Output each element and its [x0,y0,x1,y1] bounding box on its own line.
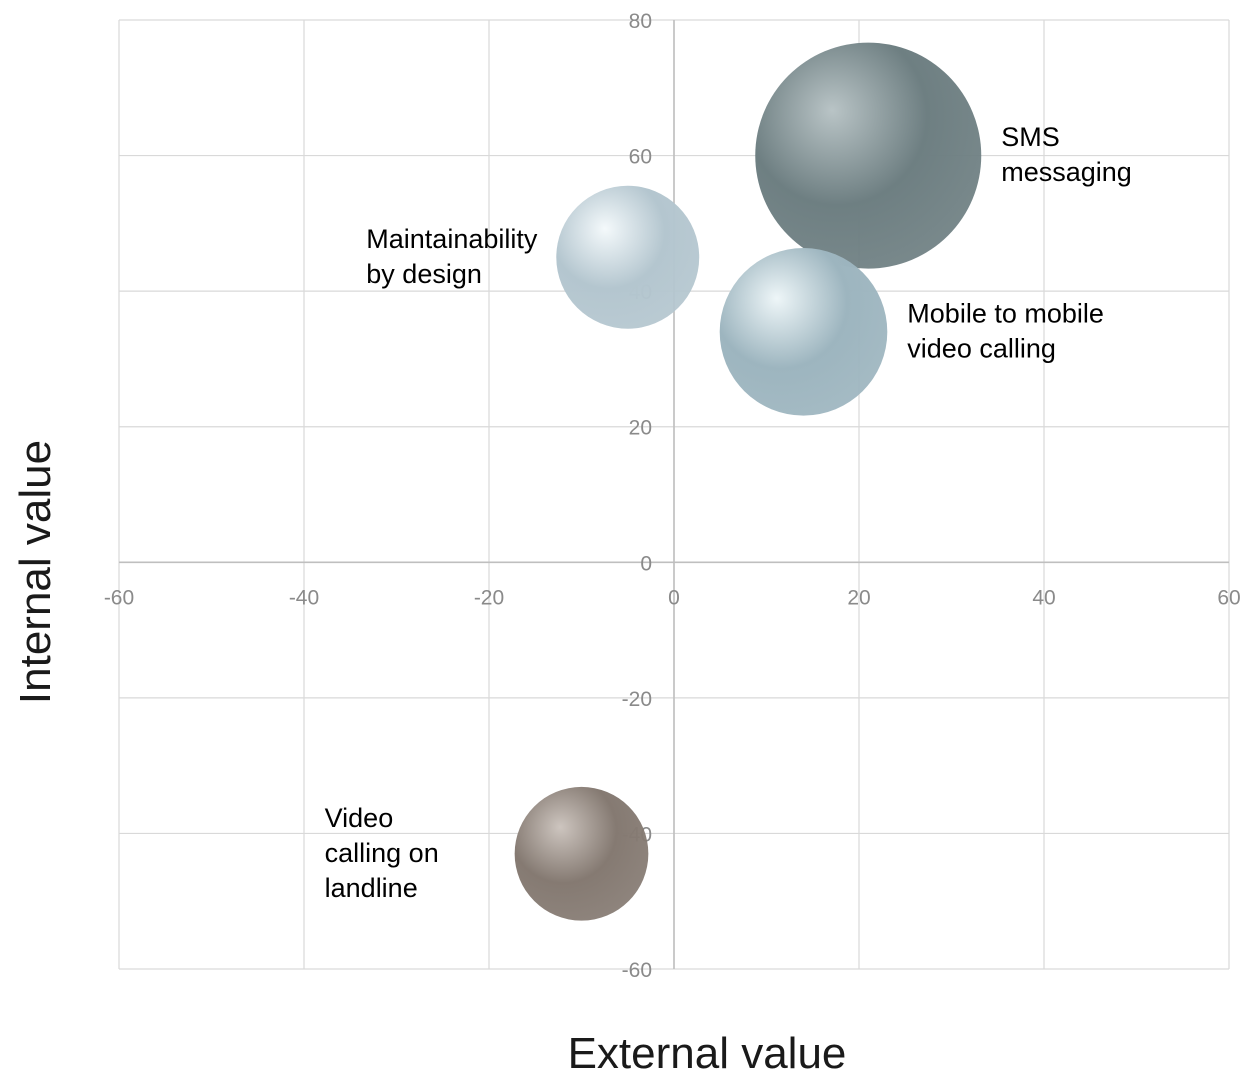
bubble-label: Mobile to mobile video calling [907,298,1104,363]
x-tick-label: 60 [1217,586,1240,609]
y-tick-label: -60 [622,959,652,982]
x-axis-title: External value [568,1029,847,1074]
x-tick-label: -60 [104,586,134,609]
axes [119,20,1229,969]
x-tick-label: 0 [668,586,680,609]
bubble-labels: SMS messaging Maintainability by design Mobi… [325,122,1132,903]
y-axis-title: Internal value [11,440,60,704]
bubble [719,248,888,416]
bubble [556,185,700,329]
y-tick-label: 20 [629,417,652,440]
x-tick-label: -20 [474,586,504,609]
x-tick-label: 20 [847,586,870,609]
bubble-label: Maintainability by design [366,224,538,289]
y-tick-label: -20 [622,688,652,711]
bubble-label: SMS messaging [1001,122,1132,187]
x-tick-label: -40 [289,586,319,609]
bubbles [514,42,982,921]
bubble-label: Video calling on landline [325,803,439,903]
y-tick-label: 80 [629,10,652,33]
x-tick-label: 40 [1032,586,1055,609]
y-tick-label: 60 [629,146,652,169]
bubble [514,786,649,921]
bubble [755,42,982,269]
y-tick-label: 0 [640,552,652,575]
